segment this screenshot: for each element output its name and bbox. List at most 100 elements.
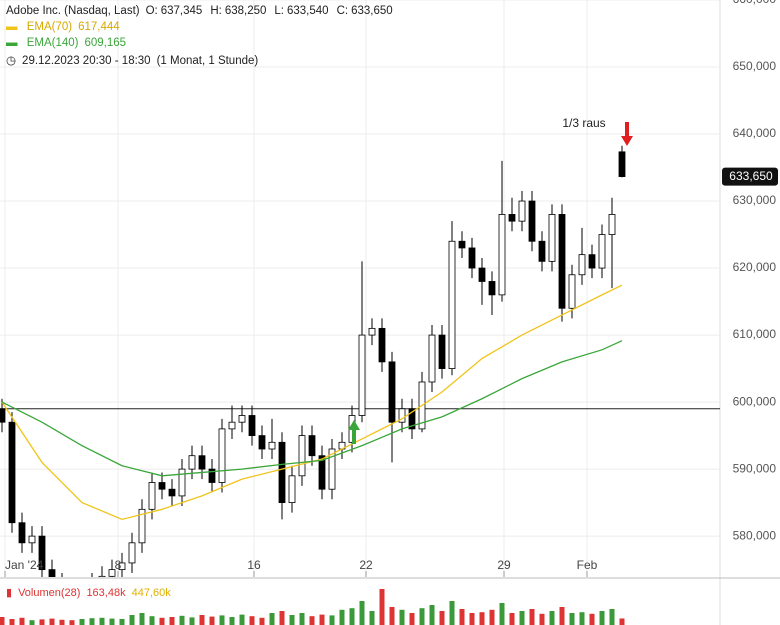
candle-body [138, 508, 146, 544]
volume-bar [549, 611, 555, 625]
candle-body [308, 435, 316, 457]
y-tick-label: 610,000 [733, 327, 777, 341]
volume-name: Volumen(28) [18, 587, 81, 599]
quote-label: O: [145, 5, 158, 17]
annotation: 1/3 raus [562, 116, 605, 130]
quote-row: Adobe Inc. (Nasdaq, Last) O: 637,345 H: 638,… [6, 5, 407, 17]
volume-legend: ▮ Volumen(28) 163,48k 447,60k [6, 587, 171, 599]
candle-body [618, 151, 626, 177]
candle-body [218, 428, 226, 483]
volume-bar [69, 620, 75, 625]
candle-body [38, 535, 46, 571]
volume-bar [49, 618, 55, 625]
volume-bar [579, 612, 585, 625]
candle-body [258, 435, 266, 450]
candle-body [498, 214, 506, 296]
volume-bar [559, 607, 565, 625]
candle-body [0, 408, 6, 423]
candle-body [208, 468, 216, 483]
volume-bar [229, 617, 235, 625]
volume-bar [399, 609, 405, 625]
candle-body [368, 327, 376, 336]
date-range: 29.12.2023 20:30 - 18:30 [22, 55, 151, 67]
volume-bar [469, 613, 475, 625]
candle-body [148, 482, 156, 510]
candle-body [358, 334, 366, 416]
volume-bar [309, 616, 315, 625]
x-tick-label: Feb [577, 558, 598, 572]
candle-body [98, 575, 106, 577]
candle-body [388, 361, 396, 423]
candle-body [468, 247, 476, 269]
candle-body [318, 455, 326, 490]
volume-bar [589, 613, 595, 625]
candle-body [548, 214, 556, 262]
volume-bar [479, 612, 485, 625]
volume-bar [569, 613, 575, 625]
candle-body [598, 234, 606, 269]
candle-body [578, 254, 586, 276]
candle-body [428, 334, 436, 383]
volume-bar [109, 618, 115, 625]
x-tick-label: Jan '24 [5, 558, 44, 572]
volume-bar [159, 617, 165, 625]
volume-bar [519, 611, 525, 625]
volume-bar [619, 618, 625, 625]
instrument: Adobe Inc. (Nasdaq, Last) [6, 5, 140, 17]
candle-body [408, 408, 416, 430]
buy-arrow [348, 420, 360, 444]
volume-bar [439, 611, 445, 625]
volume-bar [129, 615, 135, 625]
x-tick-label: 29 [497, 558, 511, 572]
candle-body [608, 214, 616, 235]
candle-body [158, 482, 166, 490]
volume-bar [79, 619, 85, 625]
candle-body [378, 327, 386, 363]
y-tick-label: 590,000 [733, 461, 777, 475]
candle-body [8, 421, 16, 524]
volume-bar [359, 601, 365, 625]
candle-body [508, 214, 516, 222]
volume-bar [269, 613, 275, 625]
volume-bar [509, 613, 515, 625]
volume-bar [19, 617, 25, 625]
candle-body [18, 522, 26, 544]
legend-ema70: ▬ EMA(70) 617,444 [6, 21, 120, 33]
candle-body [128, 542, 136, 564]
candle-body [588, 254, 596, 269]
volume-bar [369, 611, 375, 625]
candle-body [568, 274, 576, 309]
y-tick-label: 650,000 [733, 59, 777, 73]
volume-bar [299, 613, 305, 625]
volume-bar [239, 614, 245, 625]
volume-bar [379, 589, 385, 625]
candle-body [538, 240, 546, 262]
quote-label: C: [336, 5, 349, 17]
candle-body [478, 267, 486, 282]
candle-body [488, 281, 496, 296]
volume-bar [149, 616, 155, 625]
volume-bar [189, 617, 195, 625]
date-row: ◷ 29.12.2023 20:30 - 18:30 (1 Monat, 1 Stu… [6, 55, 259, 67]
sell-arrow [621, 122, 633, 146]
volume-bar [319, 614, 325, 625]
volume-bar [279, 611, 285, 625]
candle-body [178, 468, 186, 497]
candle-body [398, 408, 406, 423]
candle-body [248, 415, 256, 436]
y-tick-label: 660,000 [733, 0, 777, 6]
volume-bar [599, 611, 605, 625]
quote-value: 633,540 [287, 5, 329, 17]
candle-body [168, 488, 176, 497]
y-tick-label: 580,000 [733, 528, 777, 542]
candle-body [458, 240, 466, 249]
quote-value: 637,345 [160, 5, 203, 17]
volume-bar [199, 615, 205, 625]
candle-body [228, 421, 236, 430]
ema-line [1, 284, 623, 521]
volume-bar [389, 607, 395, 625]
legend-ema140: ▬ EMA(140) 609,165 [6, 37, 127, 49]
y-tick-label: 620,000 [733, 260, 777, 274]
